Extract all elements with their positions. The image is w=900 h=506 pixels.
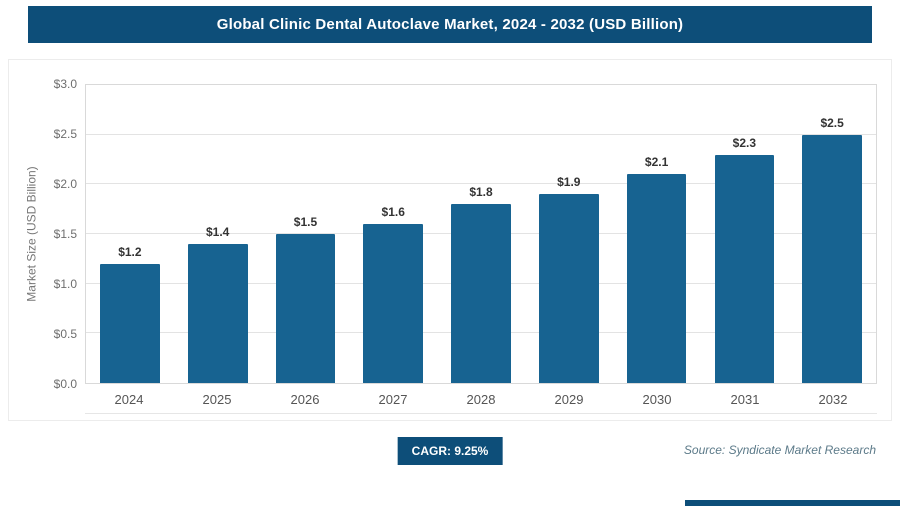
- y-axis: $0.0 $0.5 $1.0 $1.5 $2.0 $2.5 $3.0: [45, 77, 85, 391]
- chart-panel: Market Size (USD Billion) $0.0 $0.5 $1.0 $1…: [8, 59, 892, 421]
- bar-value-label: $1.2: [118, 244, 142, 259]
- bar: [100, 263, 160, 383]
- gridline: [86, 183, 876, 185]
- y-axis-title-wrap: Market Size (USD Billion): [19, 84, 45, 384]
- x-tick-label: 2026: [290, 392, 320, 407]
- y-tick-label: $3.0: [53, 77, 77, 91]
- x-tick-label: 2027: [378, 392, 408, 407]
- bar: [275, 234, 336, 383]
- bar-slot: $1.6: [349, 85, 437, 383]
- bar-slot: $1.4: [174, 85, 262, 383]
- y-axis-title: Market Size (USD Billion): [25, 166, 39, 302]
- bar-slot: $2.5: [788, 85, 876, 383]
- bar-value-label: $1.5: [293, 215, 318, 229]
- chart-region: Market Size (USD Billion) $0.0 $0.5 $1.0 $1…: [19, 77, 877, 391]
- gridline: [86, 133, 876, 135]
- x-axis-labels: 2024 2025 2026 2027 2028 2029 2030 2031 2032: [85, 384, 877, 414]
- bar-value-label: $2.5: [820, 115, 844, 130]
- x-tick-label: 2030: [642, 392, 672, 407]
- bar-value-label: $1.9: [557, 175, 581, 190]
- bar: [187, 243, 248, 383]
- bar-slot: $1.8: [437, 85, 525, 383]
- y-tick-label: $1.5: [53, 227, 77, 241]
- bar-value-label: $2.3: [732, 135, 757, 150]
- bar: [363, 224, 424, 383]
- y-tick-label: $1.0: [53, 277, 77, 292]
- x-tick-label: 2025: [202, 392, 232, 407]
- bar-slot: $2.1: [613, 85, 701, 383]
- cagr-badge: CAGR: 9.25%: [397, 437, 503, 465]
- x-tick-label: 2032: [818, 392, 848, 407]
- bar-value-label: $1.4: [205, 224, 230, 239]
- bar-slot: $2.3: [700, 85, 788, 383]
- plot-area: $1.2 $1.4 $1.5 $1.6 $1.8 $1.9 $2.1 $2.3 $2.5: [85, 84, 877, 384]
- bar-value-label: $2.1: [644, 155, 669, 170]
- chart-title-banner: Global Clinic Dental Autoclave Market, 2…: [28, 6, 872, 43]
- x-tick-label: 2029: [554, 392, 584, 407]
- bar: [802, 134, 862, 383]
- x-tick-label: 2031: [730, 392, 760, 407]
- bar-slot: $1.9: [525, 85, 613, 383]
- y-tick-label: $2.0: [53, 177, 77, 192]
- bar-slot: $1.5: [262, 85, 350, 383]
- bar: [538, 194, 599, 383]
- bar: [714, 154, 775, 383]
- bar-value-label: $1.6: [381, 205, 405, 220]
- y-tick-label: $0.5: [53, 327, 77, 342]
- bars-container: $1.2 $1.4 $1.5 $1.6 $1.8 $1.9 $2.1 $2.3 $2.5: [86, 85, 876, 383]
- bottom-accent-bar: [685, 500, 900, 506]
- bar-slot: $1.2: [86, 85, 174, 383]
- page-title: Global Clinic Dental Autoclave Market, 2…: [216, 16, 684, 33]
- x-tick-label: 2028: [466, 392, 496, 407]
- y-tick-label: $0.0: [53, 377, 77, 391]
- source-credit: Source: Syndicate Market Research: [683, 443, 876, 457]
- x-tick-label: 2024: [114, 392, 144, 407]
- bar: [626, 174, 687, 383]
- footer: CAGR: 9.25% Source: Syndicate Market Res…: [8, 421, 892, 475]
- bar-value-label: $1.8: [469, 185, 493, 200]
- bar: [451, 204, 511, 383]
- y-tick-label: $2.5: [53, 127, 77, 141]
